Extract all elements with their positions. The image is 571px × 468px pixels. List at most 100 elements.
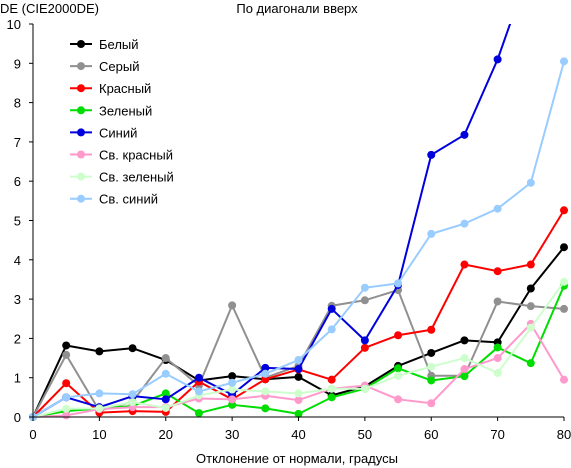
x-axis-label: Отклонение от нормали, градусы [196,451,398,466]
data-point [95,347,104,356]
legend-label: Белый [99,37,139,52]
y-tick-label: 8 [14,96,21,111]
legend-item: Св. красный [70,148,173,163]
data-point [360,296,369,305]
x-tick-label: 60 [424,427,438,442]
y-tick-label: 6 [14,174,21,189]
chart-title: По диагонали вверх [236,1,358,16]
legend-item: Белый [70,37,139,52]
data-point [427,362,436,371]
legend-item: Серый [70,59,139,74]
y-tick-label: 0 [14,410,21,425]
data-point [460,260,469,269]
legend-swatch-marker [77,194,85,203]
data-point [294,372,303,381]
data-point [493,55,502,64]
data-point [394,331,403,340]
data-point [526,359,535,368]
x-tick-label: 30 [225,427,239,442]
data-point [261,404,270,413]
legend-item: Красный [70,81,151,96]
data-point [427,348,436,357]
data-point [128,344,137,353]
data-point [294,356,303,365]
y-tick-label: 4 [14,253,21,268]
data-point [161,354,170,363]
legend-item: Зеленый [70,103,152,118]
legend-swatch-marker [77,84,85,93]
data-point [394,279,403,288]
data-point [294,389,303,398]
legend-item: Синий [70,125,137,140]
data-point [460,372,469,381]
data-point [394,371,403,380]
legend: Белый Серый Красный Зеленый Синий Св. красный… [64,34,210,214]
tick-group: 0 1 2 3 4 5 6 7 8 9 10 0 10 20 30 40 50 60 70 80 [7,17,571,442]
legend-label: Синий [99,125,137,140]
data-point [493,267,502,276]
y-tick-label: 5 [14,214,21,229]
y-tick-label: 10 [7,17,21,32]
series-3 [29,206,568,421]
legend-swatch-marker [77,150,85,159]
data-point [294,365,303,374]
legend-label: Св. красный [99,148,173,163]
data-point [327,375,336,384]
legend-label: Серый [99,59,139,74]
data-point [62,379,71,388]
x-tick-label: 10 [92,427,106,442]
x-tick-label: 80 [557,427,571,442]
data-point [261,375,270,384]
data-point [95,389,104,398]
data-point [261,363,270,372]
data-point [161,389,170,398]
y-tick-label: 1 [14,371,21,386]
series-7 [29,277,568,421]
data-point [360,343,369,352]
data-point [526,178,535,187]
data-point [161,403,170,412]
data-point [526,302,535,311]
data-point [460,354,469,363]
x-tick-label: 50 [358,427,372,442]
legend-swatch-marker [77,172,85,181]
x-tick-label: 70 [490,427,504,442]
data-point [560,375,568,384]
data-point [493,354,502,363]
legend-swatch-marker [77,62,85,71]
data-point [427,376,436,385]
data-point [526,323,535,332]
plot-series-group [29,24,568,421]
legend-label: Красный [99,81,151,96]
legend-item: Св. синий [70,192,158,207]
legend-swatch-marker [77,106,85,115]
data-point [526,260,535,269]
data-point [161,395,170,404]
data-point [327,384,336,393]
data-point [360,283,369,292]
data-point [493,204,502,213]
data-point [194,373,203,382]
data-point [427,399,436,408]
data-point [560,277,568,286]
y-axis-label: DE (CIE2000DE) [0,1,99,16]
data-point [427,229,436,238]
data-point [95,404,104,413]
data-point [62,404,71,413]
data-point [560,243,568,252]
series-line [32,209,565,418]
x-tick-label: 20 [159,427,173,442]
legend-swatch-marker [77,40,85,48]
x-tick-label: 0 [29,427,36,442]
data-point [427,325,436,334]
legend-item: Св. зеленый [70,170,174,185]
data-point [261,369,270,378]
series-line [32,24,512,418]
data-point [493,343,502,352]
data-point [327,304,336,313]
y-tick-label: 7 [14,135,21,150]
data-point [228,372,237,381]
data-point [560,206,568,215]
data-point [228,395,237,404]
